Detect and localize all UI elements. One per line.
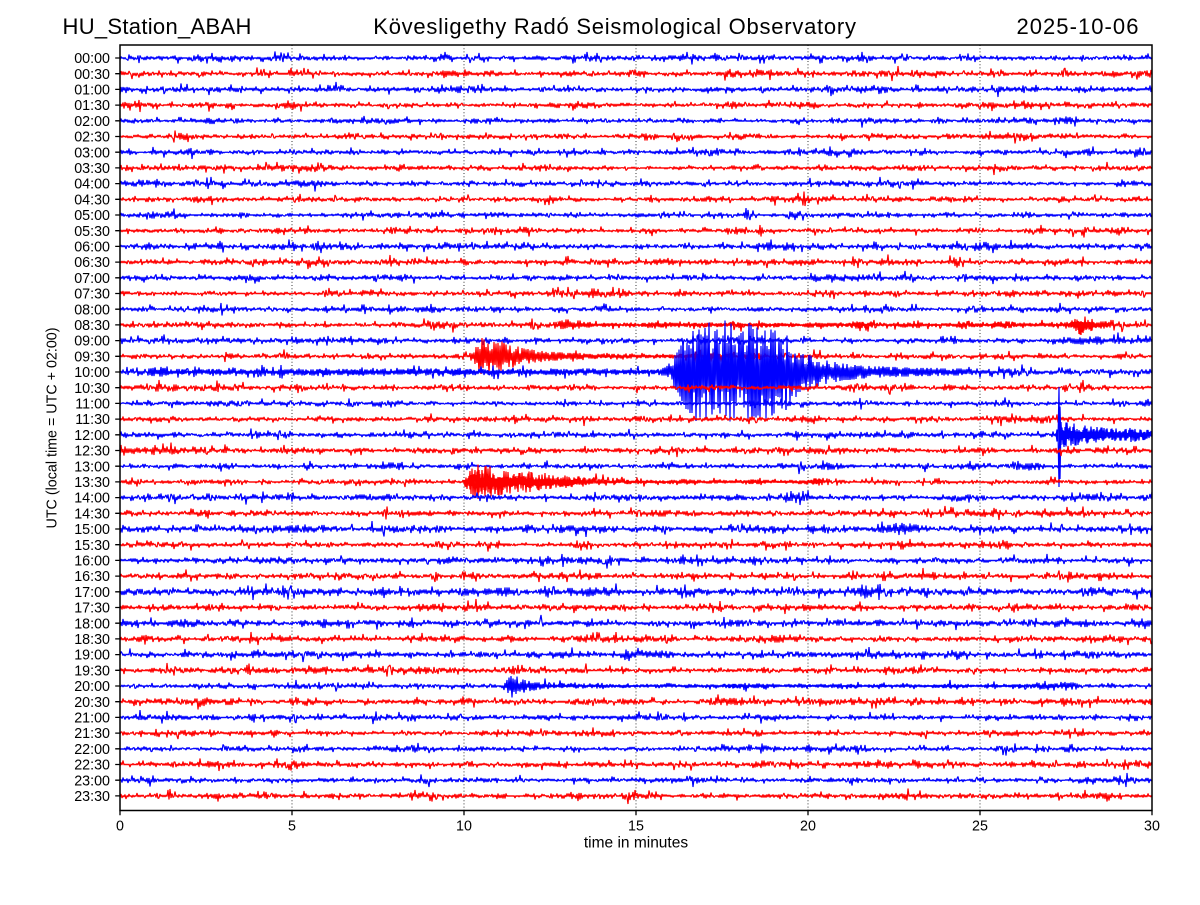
svg-text:17:00: 17:00 <box>74 585 110 601</box>
svg-text:08:00: 08:00 <box>74 302 110 318</box>
svg-text:20:30: 20:30 <box>74 695 110 711</box>
svg-text:01:30: 01:30 <box>74 98 110 114</box>
svg-text:19:30: 19:30 <box>74 663 110 679</box>
svg-text:12:00: 12:00 <box>74 428 110 444</box>
svg-text:05:30: 05:30 <box>74 224 110 240</box>
svg-text:00:30: 00:30 <box>74 67 110 83</box>
svg-text:20:00: 20:00 <box>74 679 110 695</box>
svg-text:21:00: 21:00 <box>74 711 110 727</box>
svg-text:23:00: 23:00 <box>74 773 110 789</box>
svg-text:10: 10 <box>456 819 472 835</box>
svg-text:22:30: 22:30 <box>74 758 110 774</box>
svg-text:14:30: 14:30 <box>74 506 110 522</box>
svg-text:23:30: 23:30 <box>74 789 110 805</box>
svg-text:06:30: 06:30 <box>74 255 110 271</box>
svg-text:5: 5 <box>288 819 296 835</box>
svg-text:12:30: 12:30 <box>74 444 110 460</box>
svg-text:15:00: 15:00 <box>74 522 110 538</box>
svg-text:04:00: 04:00 <box>74 177 110 193</box>
svg-text:22:00: 22:00 <box>74 742 110 758</box>
svg-text:11:00: 11:00 <box>75 397 110 413</box>
svg-text:00:00: 00:00 <box>74 51 110 67</box>
svg-text:08:30: 08:30 <box>74 318 110 334</box>
svg-text:19:00: 19:00 <box>74 648 110 664</box>
svg-text:25: 25 <box>972 819 988 835</box>
svg-text:07:00: 07:00 <box>74 271 110 287</box>
svg-text:02:00: 02:00 <box>74 114 110 130</box>
svg-text:03:30: 03:30 <box>74 161 110 177</box>
svg-text:09:30: 09:30 <box>74 349 110 365</box>
svg-text:13:30: 13:30 <box>74 475 110 491</box>
svg-text:16:30: 16:30 <box>74 569 110 585</box>
svg-text:20: 20 <box>800 819 816 835</box>
svg-text:15:30: 15:30 <box>74 538 110 554</box>
svg-text:30: 30 <box>1144 819 1160 835</box>
svg-text:13:00: 13:00 <box>74 459 110 475</box>
svg-text:01:00: 01:00 <box>74 83 110 99</box>
svg-text:07:30: 07:30 <box>74 287 110 303</box>
svg-text:HU_Station_ABAH: HU_Station_ABAH <box>63 14 252 39</box>
svg-text:UTC (local time = UTC + 02:00): UTC (local time = UTC + 02:00) <box>45 327 61 528</box>
svg-text:18:30: 18:30 <box>74 632 110 648</box>
svg-text:21:30: 21:30 <box>74 726 110 742</box>
svg-text:09:00: 09:00 <box>74 334 110 350</box>
svg-text:11:30: 11:30 <box>75 412 110 428</box>
svg-text:18:00: 18:00 <box>74 616 110 632</box>
svg-text:02:30: 02:30 <box>74 130 110 146</box>
svg-text:10:30: 10:30 <box>74 381 110 397</box>
svg-text:time in minutes: time in minutes <box>584 835 688 852</box>
svg-text:06:00: 06:00 <box>74 240 110 256</box>
svg-text:2025-10-06: 2025-10-06 <box>1016 14 1139 39</box>
svg-text:15: 15 <box>628 819 644 835</box>
svg-text:Kövesligethy Radó Seismologica: Kövesligethy Radó Seismological Observat… <box>373 14 856 39</box>
svg-text:04:30: 04:30 <box>74 192 110 208</box>
svg-text:14:00: 14:00 <box>74 491 110 507</box>
svg-text:03:00: 03:00 <box>74 145 110 161</box>
svg-text:0: 0 <box>116 819 124 835</box>
svg-text:05:00: 05:00 <box>74 208 110 224</box>
svg-text:16:00: 16:00 <box>74 554 110 570</box>
svg-text:10:00: 10:00 <box>74 365 110 381</box>
svg-text:17:30: 17:30 <box>74 601 110 617</box>
